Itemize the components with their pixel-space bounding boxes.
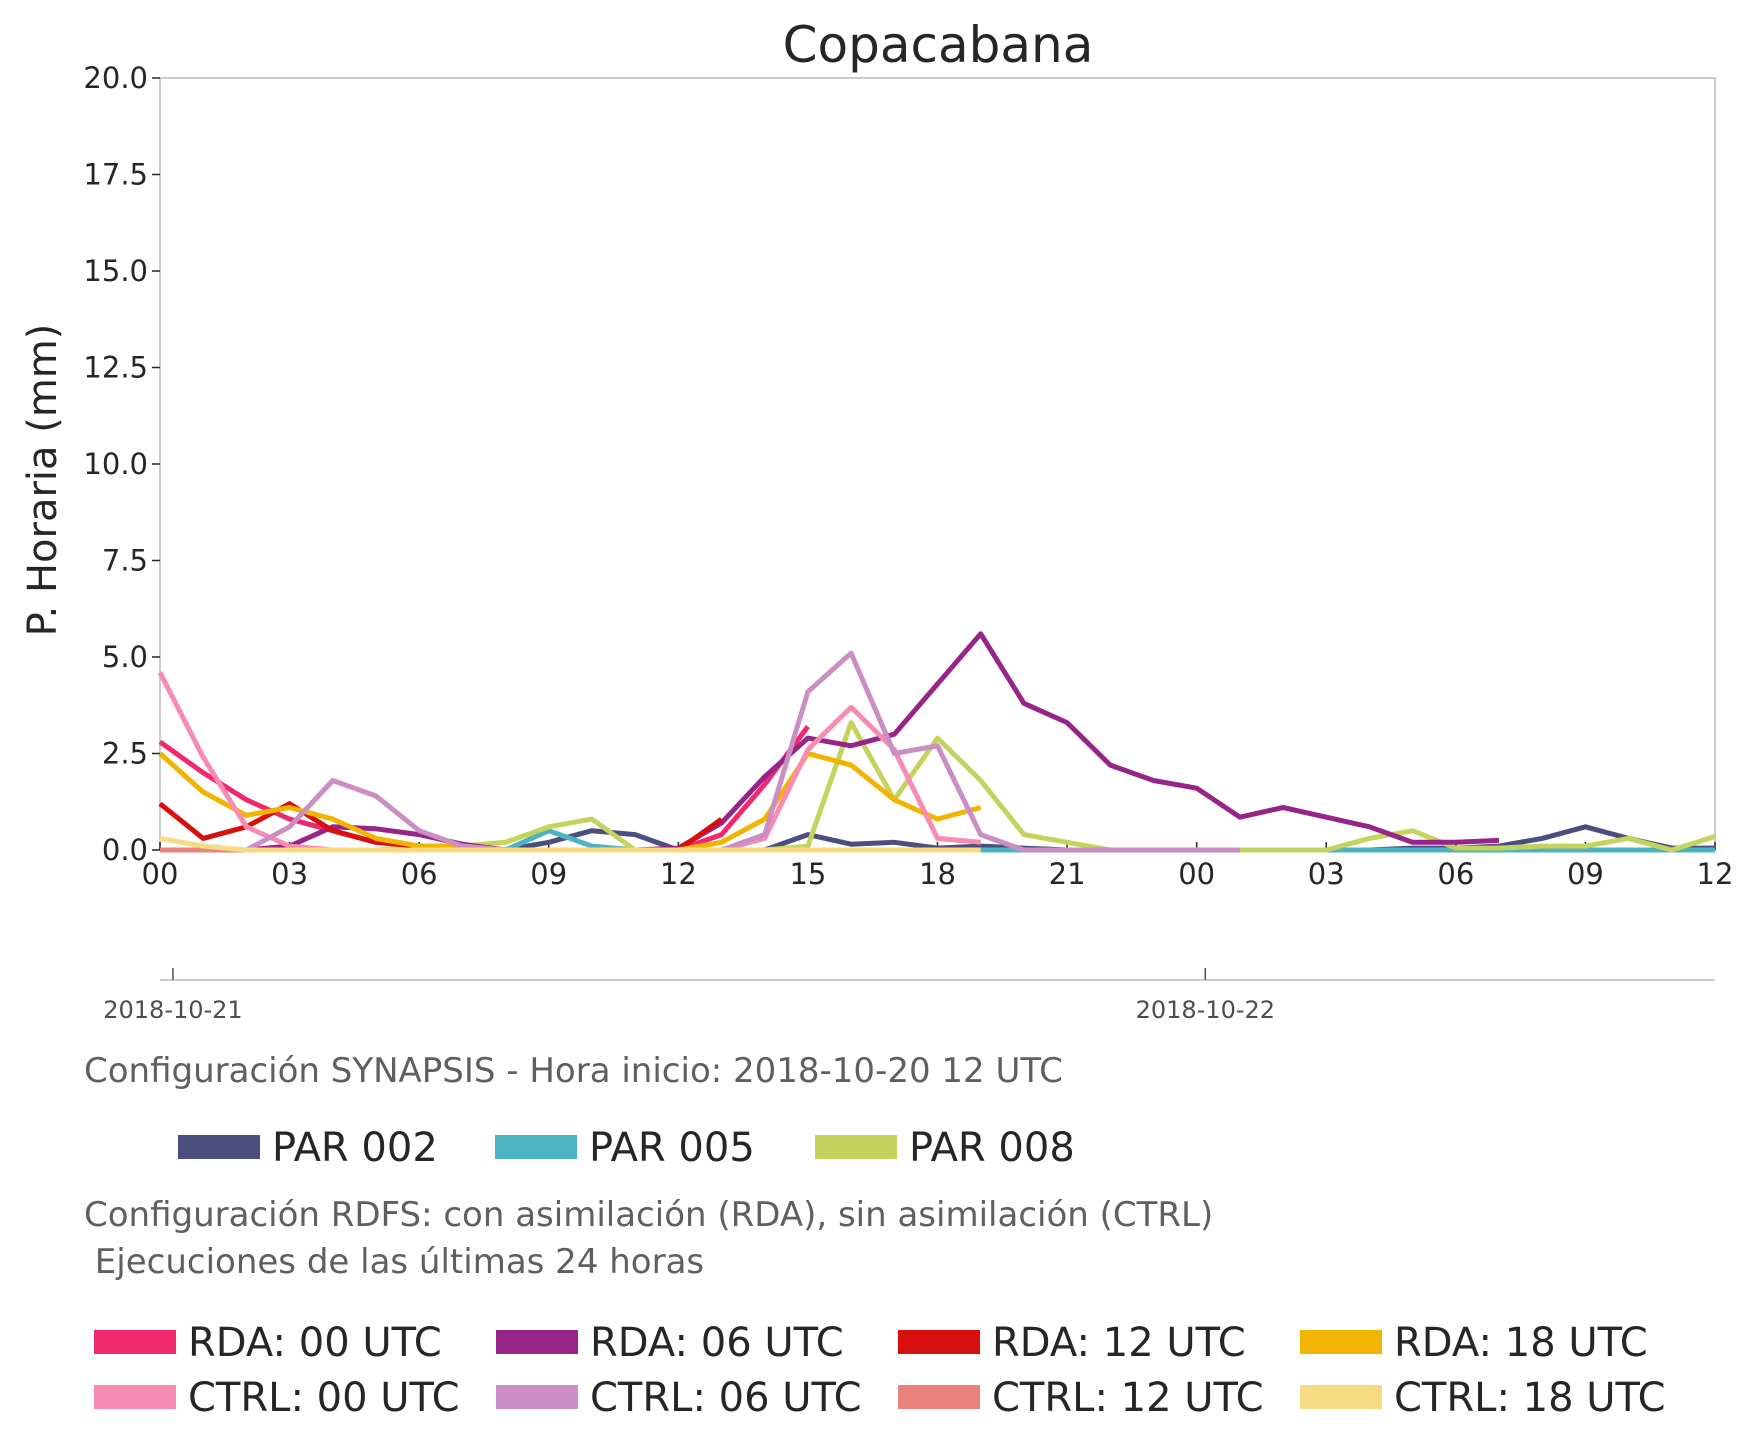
legend-label: RDA: 00 UTC — [188, 1320, 442, 1366]
y-tick-label: 17.5 — [83, 158, 148, 192]
x-tick-label: 00 — [142, 857, 179, 891]
legend-swatch — [1300, 1330, 1382, 1354]
x-tick-label: 03 — [271, 857, 308, 891]
legend-label: CTRL: 06 UTC — [590, 1375, 862, 1421]
plot-area — [159, 77, 1716, 851]
legend-entry: CTRL: 06 UTC — [496, 1375, 862, 1421]
y-tick-label: 20.0 — [83, 61, 148, 95]
x-tick-label: 06 — [401, 857, 438, 891]
legend-label: RDA: 06 UTC — [590, 1320, 844, 1366]
y-axis-ticks: 0.0 2.5 5.0 7.5 10.0 12.5 15.0 17.5 20.0 — [83, 61, 160, 867]
x-tick-label: 12 — [660, 857, 697, 891]
x-tick-label: 18 — [919, 857, 956, 891]
legend-rdfs: RDA: 00 UTC RDA: 06 UTC RDA: 12 UTC RDA: 18… — [94, 1320, 1666, 1421]
legend-swatch — [1300, 1385, 1382, 1409]
x-tick-label: 09 — [1567, 857, 1604, 891]
legend-entry: PAR 002 — [178, 1125, 438, 1171]
legend-swatch — [178, 1135, 260, 1159]
legend-entry: RDA: 12 UTC — [898, 1320, 1246, 1366]
legend-entry: CTRL: 18 UTC — [1300, 1375, 1666, 1421]
x-tick-label: 03 — [1308, 857, 1345, 891]
legend-entry: PAR 008 — [815, 1125, 1075, 1171]
x-tick-label: 12 — [1697, 857, 1734, 891]
legend-label: CTRL: 12 UTC — [992, 1375, 1264, 1421]
synapsis-config-text: Configuración SYNAPSIS - Hora inicio: 20… — [84, 1051, 1063, 1091]
legend-label: CTRL: 18 UTC — [1394, 1375, 1666, 1421]
y-tick-label: 15.0 — [83, 254, 148, 288]
x-tick-label: 06 — [1437, 857, 1474, 891]
legend-par: PAR 002 PAR 005 PAR 008 — [178, 1125, 1075, 1171]
legend-swatch — [898, 1330, 980, 1354]
date-tick-label: 2018-10-21 — [103, 996, 242, 1024]
legend-entry: RDA: 00 UTC — [94, 1320, 442, 1366]
legend-swatch — [495, 1135, 577, 1159]
y-tick-label: 0.0 — [102, 833, 148, 867]
date-axis: 2018-10-21 2018-10-22 — [103, 968, 1715, 1024]
y-tick-label: 5.0 — [102, 640, 148, 674]
rdfs-config-text: Configuración RDFS: con asimilación (RDA… — [84, 1195, 1213, 1235]
series-line-ctrl-18-utc — [159, 835, 981, 853]
legend-entry: CTRL: 12 UTC — [898, 1375, 1264, 1421]
legend-label: CTRL: 00 UTC — [188, 1375, 460, 1421]
y-axis-label: P. Horaria (mm) — [20, 324, 66, 637]
legend-swatch — [496, 1385, 578, 1409]
rdfs-runs-text: Ejecuciones de las últimas 24 horas — [84, 1242, 704, 1282]
series-line-ctrl-06-utc — [160, 650, 1240, 853]
x-tick-label: 15 — [789, 857, 826, 891]
y-tick-label: 2.5 — [102, 737, 148, 771]
y-tick-label: 7.5 — [102, 544, 148, 578]
x-tick-label: 21 — [1049, 857, 1086, 891]
legend-entry: CTRL: 00 UTC — [94, 1375, 460, 1421]
legend-label: RDA: 12 UTC — [992, 1320, 1246, 1366]
legend-label: PAR 002 — [272, 1125, 438, 1171]
series-line-rda-06-utc — [160, 631, 1500, 853]
y-tick-label: 12.5 — [83, 351, 148, 385]
date-tick-label: 2018-10-22 — [1136, 996, 1275, 1024]
legend-swatch — [496, 1330, 578, 1354]
legend-entry: RDA: 18 UTC — [1300, 1320, 1648, 1366]
legend-swatch — [94, 1385, 176, 1409]
series-lines — [157, 631, 1716, 853]
x-tick-label: 09 — [530, 857, 567, 891]
legend-swatch — [898, 1385, 980, 1409]
y-tick-label: 10.0 — [83, 447, 148, 481]
legend-label: RDA: 18 UTC — [1394, 1320, 1648, 1366]
legend-label: PAR 005 — [589, 1125, 755, 1171]
legend-swatch — [94, 1330, 176, 1354]
chart-title: Copacabana — [783, 16, 1094, 74]
legend-swatch — [815, 1135, 897, 1159]
x-axis-ticks: 00 03 06 09 12 15 18 21 00 03 06 09 12 — [142, 842, 1734, 891]
legend-label: PAR 008 — [909, 1125, 1075, 1171]
x-tick-label: 00 — [1178, 857, 1215, 891]
legend-entry: PAR 005 — [495, 1125, 755, 1171]
legend-entry: RDA: 06 UTC — [496, 1320, 844, 1366]
